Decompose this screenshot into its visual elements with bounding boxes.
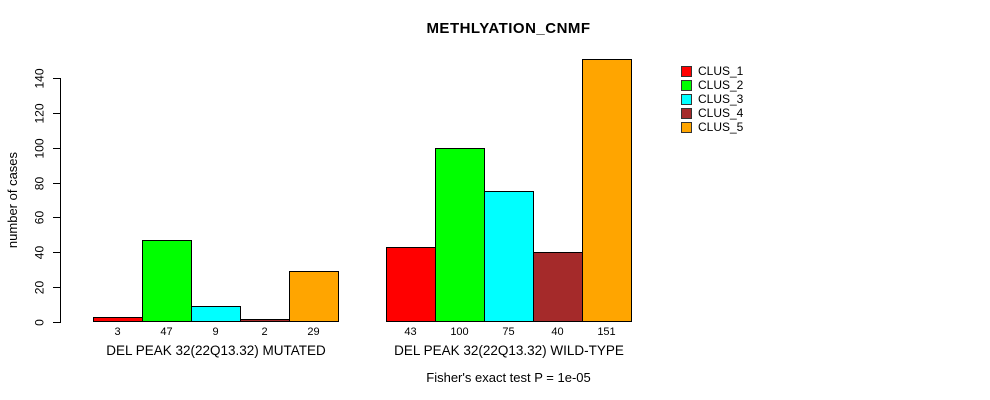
y-axis-tick-label: 40 <box>32 245 47 260</box>
legend-swatch <box>681 79 692 91</box>
y-axis-tick <box>53 217 60 218</box>
x-group-label: DEL PEAK 32(22Q13.32) MUTATED <box>106 343 326 358</box>
y-axis-tick-label: 80 <box>32 176 47 191</box>
bar <box>191 306 241 322</box>
bar-value-label: 3 <box>114 326 121 338</box>
y-axis-tick <box>53 78 60 79</box>
bar <box>484 191 534 322</box>
legend-swatch <box>681 121 692 133</box>
legend-label: CLUS_4 <box>698 106 744 120</box>
legend-row: CLUS_1 <box>681 64 743 78</box>
bar-value-label: 9 <box>212 326 219 338</box>
y-axis-tick <box>53 252 60 253</box>
legend-row: CLUS_3 <box>681 92 743 106</box>
bar-value-label: 100 <box>450 326 469 338</box>
legend-swatch <box>681 93 692 105</box>
x-group-label: DEL PEAK 32(22Q13.32) WILD-TYPE <box>394 343 624 358</box>
legend-swatch <box>681 107 692 119</box>
bar-value-label: 29 <box>307 326 320 338</box>
legend: CLUS_1 CLUS_2 CLUS_3 CLUS_4 CLUS_5 <box>681 64 743 134</box>
y-axis-tick-label: 20 <box>32 280 47 295</box>
bar <box>142 240 192 322</box>
legend-swatch <box>681 65 692 77</box>
bar <box>582 59 632 322</box>
bar-value-label: 40 <box>551 326 564 338</box>
y-axis-tick <box>53 183 60 184</box>
y-axis-tick-label: 140 <box>32 68 47 89</box>
y-axis-tick-label: 60 <box>32 210 47 225</box>
legend-row: CLUS_2 <box>681 78 743 92</box>
bar-value-label: 75 <box>502 326 515 338</box>
bar-value-label: 43 <box>404 326 417 338</box>
y-axis-tick <box>53 148 60 149</box>
y-axis-tick-label: 100 <box>32 138 47 159</box>
y-axis-tick-label: 120 <box>32 103 47 124</box>
bar-value-label: 151 <box>597 326 616 338</box>
bar-value-label: 2 <box>261 326 268 338</box>
y-axis-tick <box>53 287 60 288</box>
legend-label: CLUS_5 <box>698 120 744 134</box>
bar <box>386 247 436 322</box>
legend-row: CLUS_5 <box>681 120 743 134</box>
bar <box>240 319 290 322</box>
y-axis-line <box>60 78 61 323</box>
bar-value-label: 47 <box>160 326 173 338</box>
y-axis-tick <box>53 113 60 114</box>
bar <box>93 317 143 322</box>
legend-label: CLUS_2 <box>698 78 744 92</box>
legend-row: CLUS_4 <box>681 106 743 120</box>
chart-title: METHLYATION_CNMF <box>426 20 591 37</box>
legend-label: CLUS_1 <box>698 64 744 78</box>
bar <box>289 271 339 322</box>
y-axis-label: number of cases <box>5 151 20 249</box>
legend-label: CLUS_3 <box>698 92 744 106</box>
bar <box>435 148 485 322</box>
bar <box>533 252 583 322</box>
fisher-test-annotation: Fisher's exact test P = 1e-05 <box>426 370 591 385</box>
y-axis-tick <box>53 322 60 323</box>
y-axis-tick-label: 0 <box>32 319 47 326</box>
